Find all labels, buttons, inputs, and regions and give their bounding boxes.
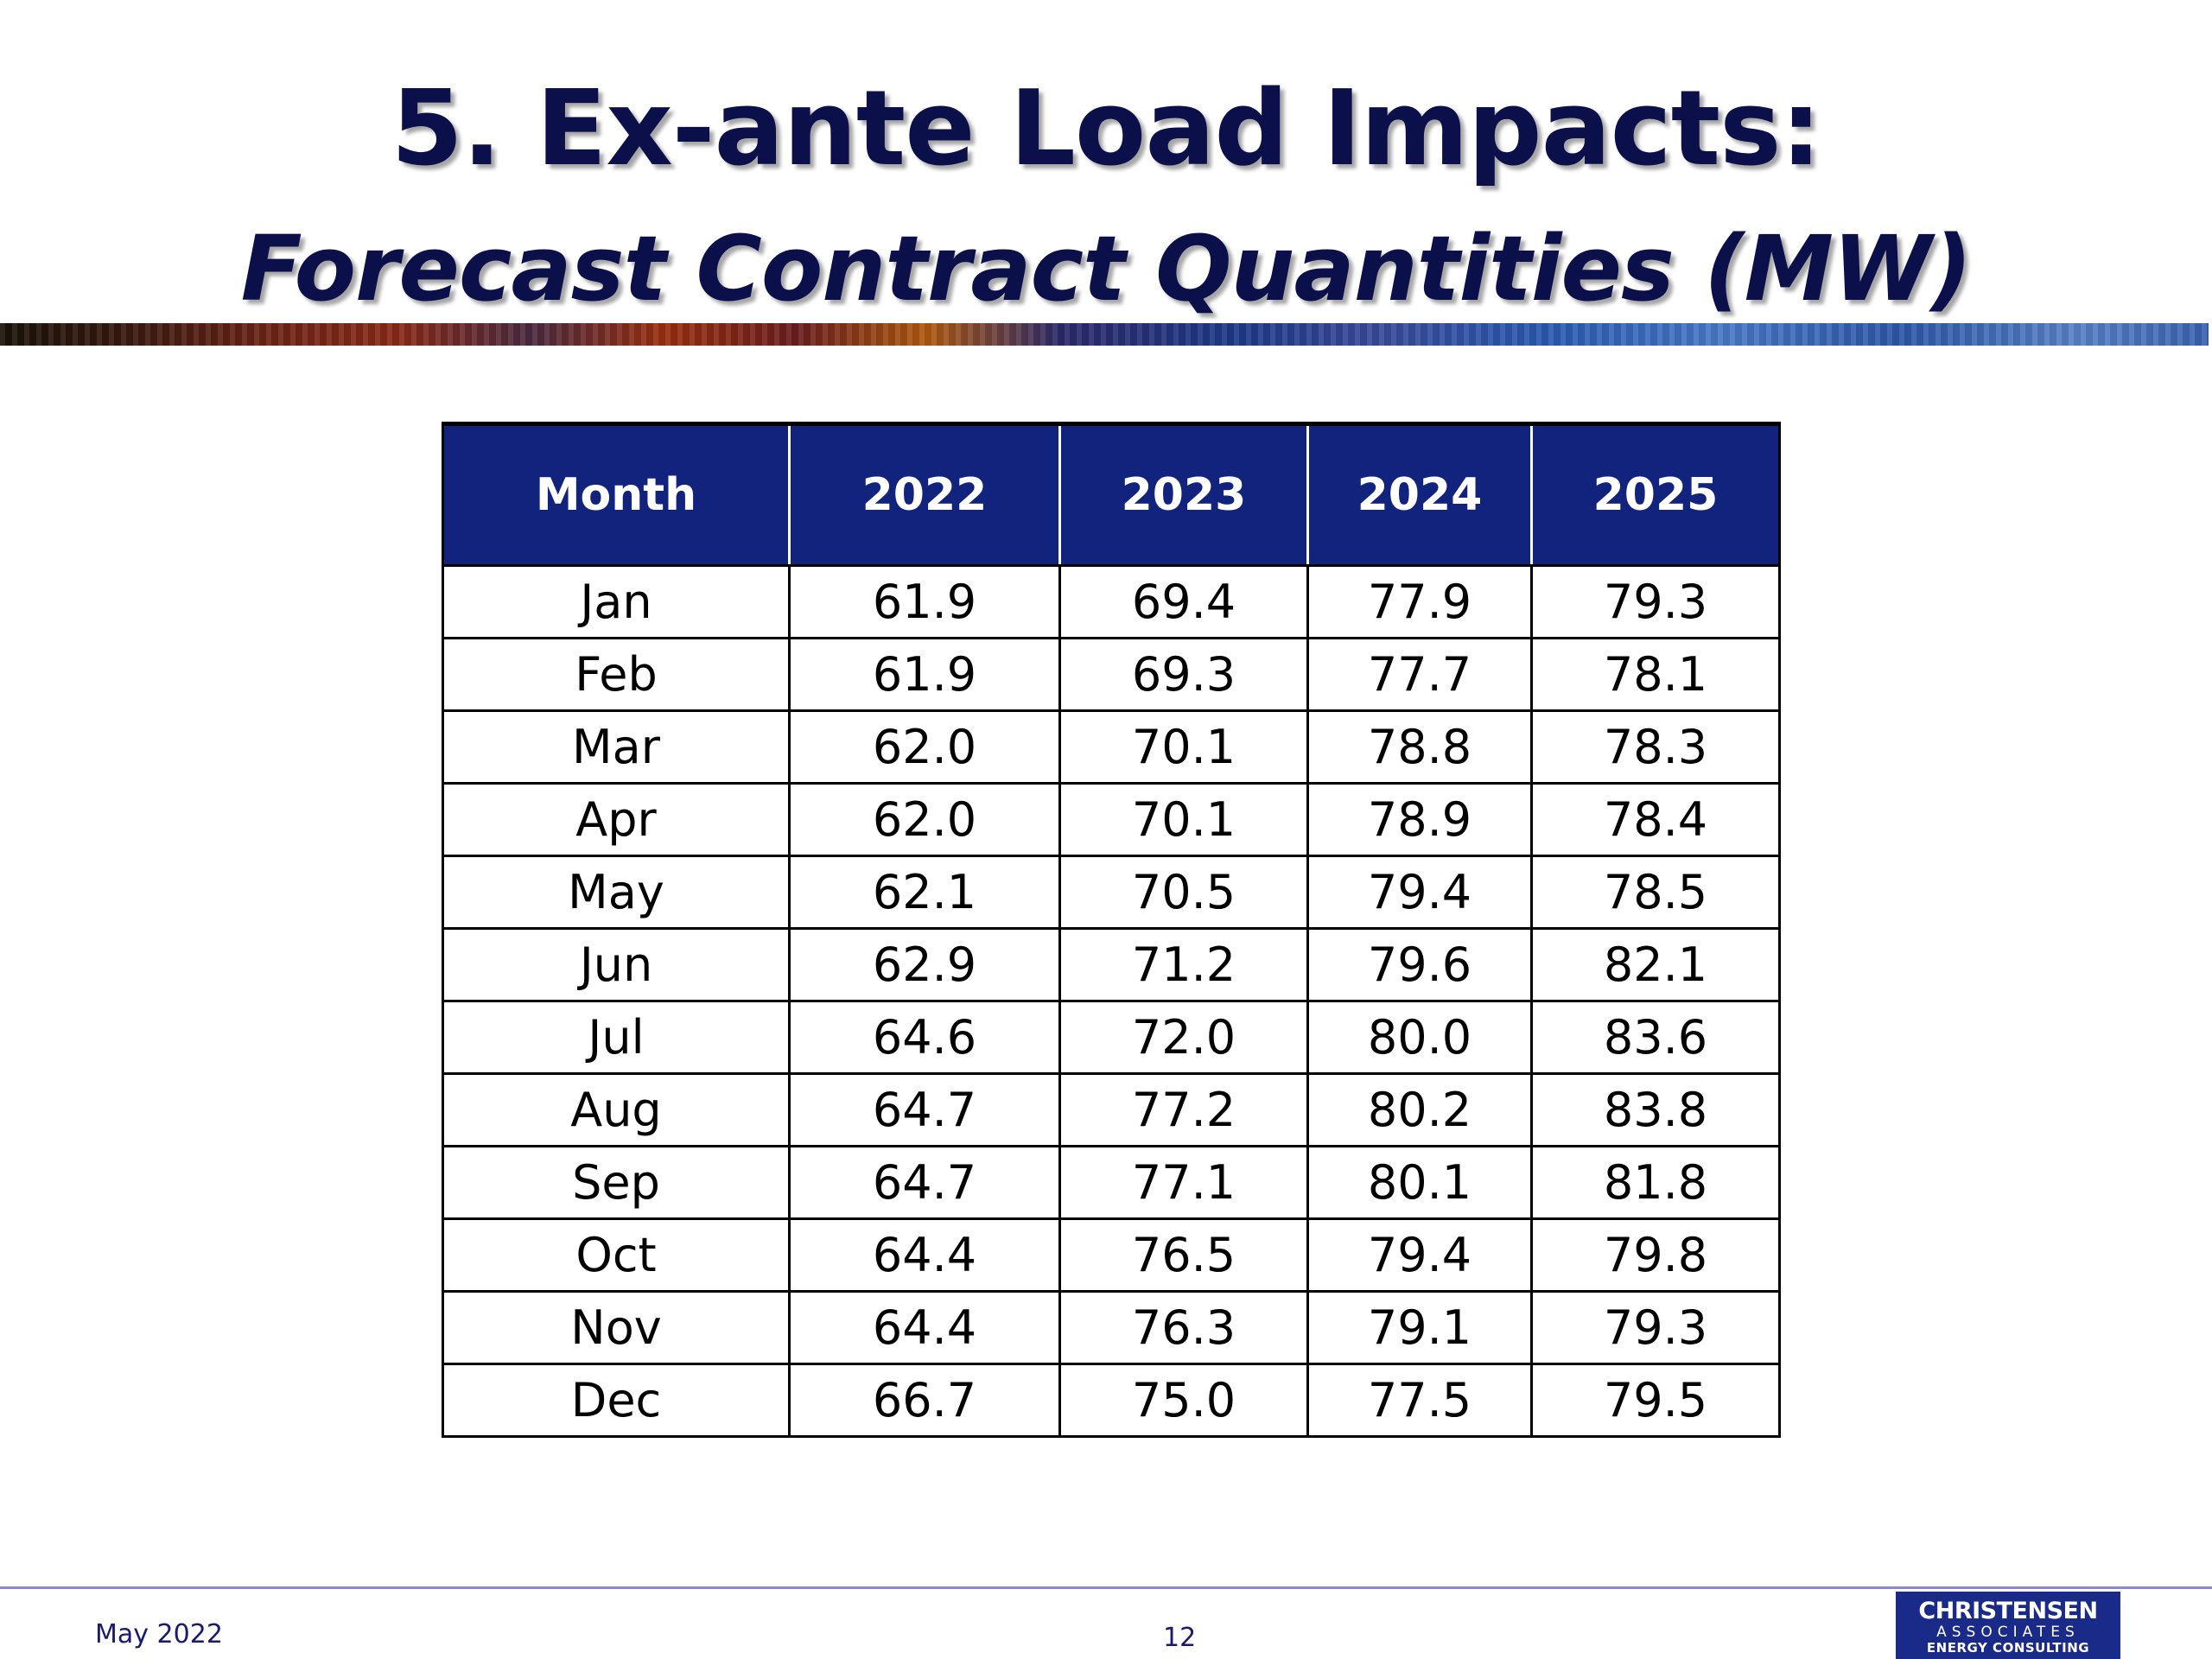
cell-2025: 78.1 (1530, 637, 1781, 712)
cell-2024: 79.1 (1306, 1290, 1533, 1365)
slide-title: 5. Ex-ante Load Impacts: (391, 69, 1821, 189)
cell-month: Mar (442, 709, 791, 785)
cell-2022: 64.7 (788, 1145, 1061, 1220)
cell-2022: 61.9 (788, 637, 1061, 712)
cell-2024: 79.4 (1306, 1217, 1533, 1293)
cell-2023: 77.1 (1058, 1145, 1309, 1220)
table-row: Apr 62.0 70.1 78.9 78.4 (442, 782, 1781, 857)
header-2024: 2024 (1306, 422, 1533, 567)
header-2023: 2023 (1058, 422, 1309, 567)
cell-month: Jan (442, 564, 791, 639)
slide-subtitle: Forecast Contract Quantities (MW) (240, 216, 1973, 321)
table-row: Jul 64.6 72.0 80.0 83.6 (442, 1000, 1781, 1075)
table-header-row: Month 2022 2023 2024 2025 (442, 422, 1781, 567)
cell-2022: 64.4 (788, 1217, 1061, 1293)
contract-quantities-table: Month 2022 2023 2024 2025 Jan 61.9 69.4 77.… (442, 422, 1781, 1438)
cell-2024: 77.5 (1306, 1363, 1533, 1438)
cell-2025: 79.3 (1530, 564, 1781, 639)
cell-2022: 61.9 (788, 564, 1061, 639)
cell-2025: 79.3 (1530, 1290, 1781, 1365)
cell-2022: 62.9 (788, 927, 1061, 1002)
cell-2024: 78.9 (1306, 782, 1533, 857)
cell-2023: 77.2 (1058, 1072, 1309, 1147)
page-number: 12 (1163, 1623, 1197, 1653)
logo-line-1: CHRISTENSEN (1918, 1598, 2098, 1624)
cell-month: Oct (442, 1217, 791, 1293)
cell-month: May (442, 855, 791, 930)
table-row: May 62.1 70.5 79.4 78.5 (442, 855, 1781, 930)
header-2025: 2025 (1530, 422, 1781, 567)
cell-2022: 64.6 (788, 1000, 1061, 1075)
cell-2025: 78.5 (1530, 855, 1781, 930)
cell-2024: 79.6 (1306, 927, 1533, 1002)
cell-2025: 81.8 (1530, 1145, 1781, 1220)
logo-line-3: ENERGY CONSULTING (1926, 1640, 2090, 1656)
company-logo: CHRISTENSEN ASSOCIATES ENERGY CONSULTING (1896, 1592, 2120, 1659)
table-row: Feb 61.9 69.3 77.7 78.1 (442, 637, 1781, 712)
footer-rule (0, 1586, 2212, 1589)
cell-2023: 69.3 (1058, 637, 1309, 712)
table-row: Mar 62.0 70.1 78.8 78.3 (442, 709, 1781, 785)
cell-2023: 76.5 (1058, 1217, 1309, 1293)
cell-2024: 78.8 (1306, 709, 1533, 785)
cell-2025: 78.3 (1530, 709, 1781, 785)
cell-2023: 70.1 (1058, 782, 1309, 857)
cell-month: Sep (442, 1145, 791, 1220)
cell-2023: 75.0 (1058, 1363, 1309, 1438)
table-row: Jun 62.9 71.2 79.6 82.1 (442, 927, 1781, 1002)
cell-2024: 80.1 (1306, 1145, 1533, 1220)
cell-2024: 79.4 (1306, 855, 1533, 930)
cell-2022: 66.7 (788, 1363, 1061, 1438)
cell-2023: 71.2 (1058, 927, 1309, 1002)
cell-2023: 70.5 (1058, 855, 1309, 930)
cell-month: Nov (442, 1290, 791, 1365)
table-body: Jan 61.9 69.4 77.9 79.3 Feb 61.9 69.3 77.7 78.1 Ma… (442, 564, 1781, 1438)
cell-2024: 80.0 (1306, 1000, 1533, 1075)
cell-2025: 79.5 (1530, 1363, 1781, 1438)
header-month: Month (442, 422, 791, 567)
cell-2022: 62.0 (788, 782, 1061, 857)
cell-2022: 62.0 (788, 709, 1061, 785)
cell-2025: 79.8 (1530, 1217, 1781, 1293)
cell-month: Jul (442, 1000, 791, 1075)
cell-2022: 64.4 (788, 1290, 1061, 1365)
cell-2024: 77.7 (1306, 637, 1533, 712)
cell-2024: 77.9 (1306, 564, 1533, 639)
header-2022: 2022 (788, 422, 1061, 567)
decorative-banner (0, 323, 2209, 346)
cell-month: Jun (442, 927, 791, 1002)
table-row: Nov 64.4 76.3 79.1 79.3 (442, 1290, 1781, 1365)
logo-line-2: ASSOCIATES (1936, 1624, 2080, 1641)
cell-2025: 83.6 (1530, 1000, 1781, 1075)
cell-2025: 82.1 (1530, 927, 1781, 1002)
cell-2022: 62.1 (788, 855, 1061, 930)
cell-month: Feb (442, 637, 791, 712)
cell-month: Aug (442, 1072, 791, 1147)
cell-2025: 83.8 (1530, 1072, 1781, 1147)
cell-2023: 70.1 (1058, 709, 1309, 785)
cell-month: Dec (442, 1363, 791, 1438)
cell-2023: 69.4 (1058, 564, 1309, 639)
contract-quantities-table-container: Month 2022 2023 2024 2025 Jan 61.9 69.4 77.… (442, 422, 1781, 1438)
table-row: Oct 64.4 76.5 79.4 79.8 (442, 1217, 1781, 1293)
footer-date: May 2022 (95, 1619, 223, 1649)
table-row: Sep 64.7 77.1 80.1 81.8 (442, 1145, 1781, 1220)
cell-month: Apr (442, 782, 791, 857)
cell-2022: 64.7 (788, 1072, 1061, 1147)
table-row: Dec 66.7 75.0 77.5 79.5 (442, 1363, 1781, 1438)
table-row: Aug 64.7 77.2 80.2 83.8 (442, 1072, 1781, 1147)
cell-2023: 76.3 (1058, 1290, 1309, 1365)
table-row: Jan 61.9 69.4 77.9 79.3 (442, 564, 1781, 639)
cell-2023: 72.0 (1058, 1000, 1309, 1075)
cell-2025: 78.4 (1530, 782, 1781, 857)
cell-2024: 80.2 (1306, 1072, 1533, 1147)
